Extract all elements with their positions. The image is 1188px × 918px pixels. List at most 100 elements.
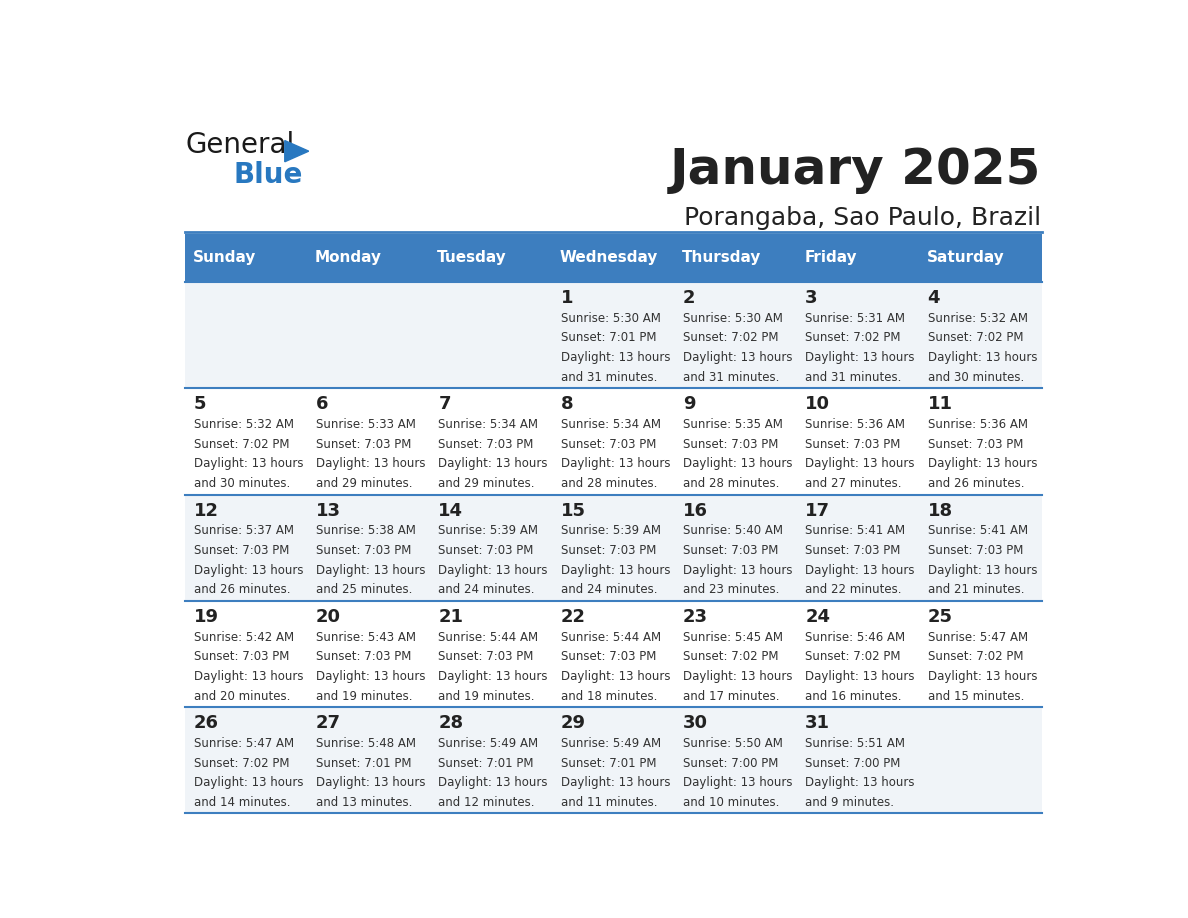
Text: Sunset: 7:01 PM: Sunset: 7:01 PM — [561, 756, 656, 769]
Text: Sunset: 7:02 PM: Sunset: 7:02 PM — [805, 650, 901, 663]
Text: Sunrise: 5:49 AM: Sunrise: 5:49 AM — [438, 737, 538, 750]
Text: Sunset: 7:03 PM: Sunset: 7:03 PM — [316, 650, 411, 663]
Text: Sunrise: 5:44 AM: Sunrise: 5:44 AM — [561, 631, 661, 644]
Text: General: General — [185, 131, 295, 160]
Text: Sunrise: 5:40 AM: Sunrise: 5:40 AM — [683, 524, 783, 537]
Text: Sunrise: 5:41 AM: Sunrise: 5:41 AM — [928, 524, 1028, 537]
Text: and 18 minutes.: and 18 minutes. — [561, 689, 657, 702]
Text: Sunrise: 5:38 AM: Sunrise: 5:38 AM — [316, 524, 416, 537]
Text: Sunset: 7:03 PM: Sunset: 7:03 PM — [561, 438, 656, 451]
Text: Sunrise: 5:43 AM: Sunrise: 5:43 AM — [316, 631, 416, 644]
Text: Sunrise: 5:30 AM: Sunrise: 5:30 AM — [683, 311, 783, 325]
Text: 6: 6 — [316, 396, 328, 413]
Text: 31: 31 — [805, 714, 830, 733]
Text: Porangaba, Sao Paulo, Brazil: Porangaba, Sao Paulo, Brazil — [684, 206, 1042, 230]
Text: 25: 25 — [928, 608, 953, 626]
Text: Sunset: 7:03 PM: Sunset: 7:03 PM — [928, 543, 1023, 557]
Text: Sunrise: 5:34 AM: Sunrise: 5:34 AM — [438, 418, 538, 431]
Text: Daylight: 13 hours: Daylight: 13 hours — [438, 564, 548, 577]
Text: and 19 minutes.: and 19 minutes. — [316, 689, 412, 702]
Text: Sunset: 7:03 PM: Sunset: 7:03 PM — [805, 438, 901, 451]
Text: 18: 18 — [928, 501, 953, 520]
Text: Sunset: 7:02 PM: Sunset: 7:02 PM — [194, 756, 289, 769]
Text: Sunrise: 5:36 AM: Sunrise: 5:36 AM — [805, 418, 905, 431]
Text: Sunset: 7:03 PM: Sunset: 7:03 PM — [438, 543, 533, 557]
Text: Saturday: Saturday — [927, 251, 1004, 265]
Text: Daylight: 13 hours: Daylight: 13 hours — [438, 457, 548, 470]
Text: Sunrise: 5:47 AM: Sunrise: 5:47 AM — [194, 737, 293, 750]
Text: 20: 20 — [316, 608, 341, 626]
Bar — [185, 388, 1042, 495]
Text: Daylight: 13 hours: Daylight: 13 hours — [316, 564, 425, 577]
Text: Sunset: 7:03 PM: Sunset: 7:03 PM — [438, 438, 533, 451]
Text: Sunset: 7:02 PM: Sunset: 7:02 PM — [928, 331, 1023, 344]
Text: Sunrise: 5:51 AM: Sunrise: 5:51 AM — [805, 737, 905, 750]
Text: Sunrise: 5:39 AM: Sunrise: 5:39 AM — [561, 524, 661, 537]
Text: 15: 15 — [561, 501, 586, 520]
Text: Sunset: 7:03 PM: Sunset: 7:03 PM — [683, 438, 778, 451]
Text: and 29 minutes.: and 29 minutes. — [316, 477, 412, 490]
Polygon shape — [285, 140, 309, 162]
Text: 30: 30 — [683, 714, 708, 733]
Text: Daylight: 13 hours: Daylight: 13 hours — [928, 457, 1037, 470]
Text: and 30 minutes.: and 30 minutes. — [194, 477, 290, 490]
Bar — [185, 707, 1042, 813]
Text: 17: 17 — [805, 501, 830, 520]
Text: Sunset: 7:03 PM: Sunset: 7:03 PM — [805, 543, 901, 557]
Text: Daylight: 13 hours: Daylight: 13 hours — [316, 457, 425, 470]
Text: Sunset: 7:03 PM: Sunset: 7:03 PM — [316, 438, 411, 451]
Text: Sunrise: 5:42 AM: Sunrise: 5:42 AM — [194, 631, 293, 644]
Text: Monday: Monday — [315, 251, 383, 265]
Text: Daylight: 13 hours: Daylight: 13 hours — [683, 777, 792, 789]
Text: Sunday: Sunday — [192, 251, 257, 265]
Text: 4: 4 — [928, 289, 940, 307]
Text: Sunset: 7:00 PM: Sunset: 7:00 PM — [805, 756, 901, 769]
Text: Daylight: 13 hours: Daylight: 13 hours — [316, 670, 425, 683]
Text: Sunset: 7:03 PM: Sunset: 7:03 PM — [683, 543, 778, 557]
Text: 16: 16 — [683, 501, 708, 520]
Text: Sunrise: 5:33 AM: Sunrise: 5:33 AM — [316, 418, 416, 431]
Text: Sunrise: 5:32 AM: Sunrise: 5:32 AM — [194, 418, 293, 431]
Text: 3: 3 — [805, 289, 817, 307]
Text: and 11 minutes.: and 11 minutes. — [561, 796, 657, 809]
Text: and 17 minutes.: and 17 minutes. — [683, 689, 779, 702]
Text: Tuesday: Tuesday — [437, 251, 507, 265]
Text: 10: 10 — [805, 396, 830, 413]
Text: Daylight: 13 hours: Daylight: 13 hours — [683, 457, 792, 470]
Text: and 16 minutes.: and 16 minutes. — [805, 689, 902, 702]
Text: Sunset: 7:00 PM: Sunset: 7:00 PM — [683, 756, 778, 769]
Text: Sunrise: 5:47 AM: Sunrise: 5:47 AM — [928, 631, 1028, 644]
Text: 21: 21 — [438, 608, 463, 626]
Text: 14: 14 — [438, 501, 463, 520]
Text: Sunrise: 5:31 AM: Sunrise: 5:31 AM — [805, 311, 905, 325]
Text: 2: 2 — [683, 289, 695, 307]
Text: Daylight: 13 hours: Daylight: 13 hours — [316, 777, 425, 789]
Text: and 30 minutes.: and 30 minutes. — [928, 371, 1024, 384]
Text: and 31 minutes.: and 31 minutes. — [561, 371, 657, 384]
Text: Daylight: 13 hours: Daylight: 13 hours — [194, 670, 303, 683]
Text: Sunset: 7:03 PM: Sunset: 7:03 PM — [928, 438, 1023, 451]
Text: Daylight: 13 hours: Daylight: 13 hours — [805, 564, 915, 577]
Text: 5: 5 — [194, 396, 206, 413]
Text: and 24 minutes.: and 24 minutes. — [438, 583, 535, 597]
Text: Sunrise: 5:36 AM: Sunrise: 5:36 AM — [928, 418, 1028, 431]
Text: Daylight: 13 hours: Daylight: 13 hours — [928, 564, 1037, 577]
Text: 7: 7 — [438, 396, 450, 413]
Text: and 26 minutes.: and 26 minutes. — [194, 583, 290, 597]
Bar — [185, 282, 1042, 388]
Text: 12: 12 — [194, 501, 219, 520]
Text: Sunrise: 5:37 AM: Sunrise: 5:37 AM — [194, 524, 293, 537]
Text: 9: 9 — [683, 396, 695, 413]
Text: Sunrise: 5:30 AM: Sunrise: 5:30 AM — [561, 311, 661, 325]
Text: Daylight: 13 hours: Daylight: 13 hours — [561, 457, 670, 470]
Text: and 13 minutes.: and 13 minutes. — [316, 796, 412, 809]
Text: Sunset: 7:02 PM: Sunset: 7:02 PM — [928, 650, 1023, 663]
Text: Daylight: 13 hours: Daylight: 13 hours — [561, 564, 670, 577]
Text: 19: 19 — [194, 608, 219, 626]
Text: Sunrise: 5:48 AM: Sunrise: 5:48 AM — [316, 737, 416, 750]
Text: Sunset: 7:03 PM: Sunset: 7:03 PM — [316, 543, 411, 557]
Text: Daylight: 13 hours: Daylight: 13 hours — [683, 351, 792, 364]
Text: 29: 29 — [561, 714, 586, 733]
Text: Sunset: 7:03 PM: Sunset: 7:03 PM — [194, 543, 289, 557]
Text: Daylight: 13 hours: Daylight: 13 hours — [561, 351, 670, 364]
